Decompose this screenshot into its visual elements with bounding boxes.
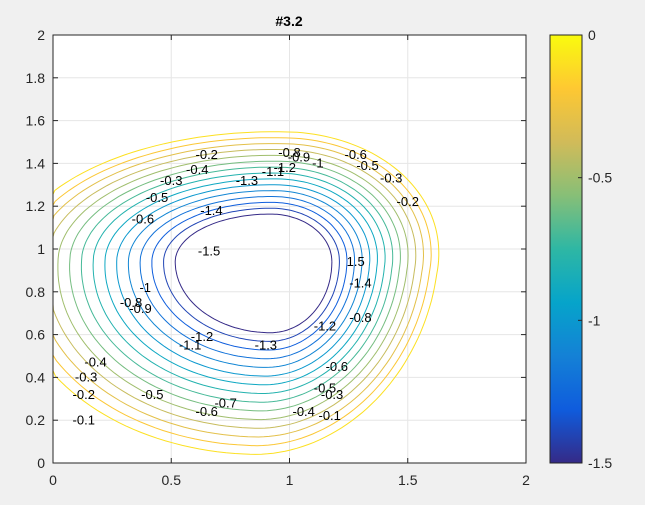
contour-label: -0.2 (397, 194, 419, 209)
contour-label: -0.2 (196, 147, 218, 162)
y-tick-label: 0.2 (26, 412, 46, 428)
y-tick-label: 0.8 (26, 284, 46, 300)
contour-label: -0.3 (75, 370, 97, 385)
contour-label: -0.3 (160, 173, 182, 188)
contour-line (163, 207, 340, 342)
plot-axes: -0.1-0.2-0.3-0.4-0.5-0.6-0.7-0.8-0.9-1-1… (26, 27, 531, 488)
contour-line (104, 178, 378, 386)
y-tick-label: 1.2 (26, 198, 46, 214)
x-axis-ticks: 0 0.5 1 1.5 2 (49, 35, 530, 488)
contour-label: -0.6 (345, 147, 367, 162)
contour-line (116, 184, 371, 377)
contour-label: -0.8 (349, 310, 371, 325)
contour-label: -0.3 (380, 171, 402, 186)
contour-label: -1.1 (262, 164, 284, 179)
y-tick-label: 1.8 (26, 70, 46, 86)
contour-label: -1.3 (255, 338, 277, 353)
colorbar-gradient (549, 34, 583, 464)
contour-label: -0.5 (146, 190, 168, 205)
colorbar-tick-label: 0 (588, 27, 596, 43)
contour-label: -0.4 (84, 355, 106, 370)
contour-label: -1.3 (236, 173, 258, 188)
x-tick-label: 1.5 (398, 472, 418, 488)
colorbar-tick-label: -1 (588, 312, 601, 328)
contour-label: -0.4 (186, 162, 208, 177)
contour-line (92, 172, 386, 394)
y-axis-ticks: 0 0.2 0.4 0.6 0.8 1 1.2 1.4 1.6 1.8 2 (26, 27, 526, 471)
contour-line (57, 154, 409, 421)
contour-label: -0.8 (278, 145, 300, 160)
contour-label: -1.4 (349, 276, 371, 291)
contour-line (139, 196, 355, 360)
y-tick-label: 1.4 (26, 155, 46, 171)
contour-label: 1.5 (347, 254, 365, 269)
contour-line (80, 166, 394, 403)
x-tick-label: 0 (49, 472, 57, 488)
contour-line (174, 213, 333, 334)
contour-label: -1.1 (179, 338, 201, 353)
x-tick-label: 1 (286, 472, 294, 488)
contour-label: -0.1 (73, 412, 95, 427)
x-tick-label: 0.5 (162, 472, 182, 488)
contour-line (69, 160, 401, 412)
y-tick-label: 1.6 (26, 113, 46, 129)
contour-label: -1 (312, 156, 324, 171)
colorbar-ticks: -1.5 -1 -0.5 0 (578, 27, 612, 471)
contour-label: -0.3 (321, 387, 343, 402)
contour-label: -0.7 (214, 395, 236, 410)
colorbar-tick-label: -0.5 (588, 170, 612, 186)
contour-line (151, 201, 348, 351)
contour-label: -0.5 (141, 387, 163, 402)
contour-label: -0.5 (356, 158, 378, 173)
contour-label: -0.6 (326, 359, 348, 374)
contour-label: -0.6 (196, 404, 218, 419)
contour-line (127, 190, 363, 368)
contour-label: -0.4 (292, 404, 314, 419)
contour-label: -1.2 (274, 160, 296, 175)
contour-label: -0.6 (132, 211, 154, 226)
contour-label: -0.2 (73, 387, 95, 402)
y-tick-label: 2 (37, 27, 45, 43)
contour-label: -1 (139, 280, 151, 295)
contour-label: -0.8 (120, 295, 142, 310)
colorbar: -1.5 -1 -0.5 0 (549, 27, 612, 471)
contour-label: -1.2 (191, 329, 213, 344)
y-tick-label: 1 (37, 241, 45, 257)
y-tick-label: 0 (37, 455, 45, 471)
contour-label: -0.9 (129, 301, 151, 316)
contour-label: -1.2 (314, 318, 336, 333)
y-tick-label: 0.6 (26, 327, 46, 343)
contour-label: -1.5 (198, 243, 220, 258)
x-tick-label: 2 (522, 472, 530, 488)
contour-labels: -0.1-0.2-0.3-0.4-0.5-0.6-0.7-0.8-0.9-1-1… (73, 145, 419, 428)
contour-label: -0.1 (319, 408, 341, 423)
chart-title: #3.2 (275, 13, 302, 29)
colorbar-tick-label: -1.5 (588, 455, 612, 471)
y-tick-label: 0.4 (26, 369, 46, 385)
contour-label: -0.9 (288, 149, 310, 164)
contour-label: -1.4 (200, 203, 222, 218)
contour-label: -0.5 (314, 380, 336, 395)
